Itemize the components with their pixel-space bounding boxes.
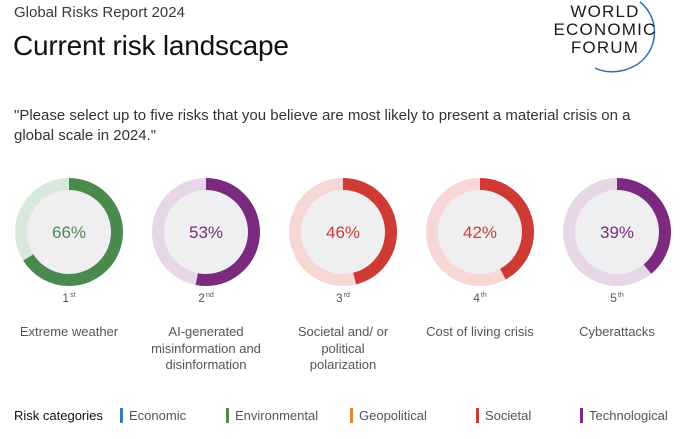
- report-label: Global Risks Report 2024: [14, 4, 185, 21]
- legend-item-geopolitical: Geopolitical: [350, 408, 427, 423]
- legend-swatch: [350, 408, 353, 423]
- donut-value-arc: [289, 178, 397, 286]
- rank-number: 2: [198, 291, 205, 305]
- donut-value-arc: [15, 178, 123, 286]
- risk-name: Societal and/ or political polarization: [297, 324, 389, 372]
- donut-1: 66%: [15, 178, 123, 286]
- legend-item-economic: Economic: [120, 408, 186, 423]
- legend-swatch: [580, 408, 583, 423]
- legend-label: Geopolitical: [359, 408, 427, 423]
- donut-center: [575, 190, 659, 274]
- page-title: Current risk landscape: [13, 30, 289, 61]
- legend-label: Economic: [129, 408, 187, 423]
- donut-center: [301, 190, 385, 274]
- wef-logo: WORLD ECONOMIC FORUM: [545, 0, 665, 80]
- legend-label: Societal: [485, 408, 532, 423]
- rank-label: 4th: [460, 291, 500, 305]
- donut-4: 42%: [426, 178, 534, 286]
- risk-name: Cyberattacks: [579, 324, 655, 339]
- donut-value-label: 66%: [52, 223, 86, 242]
- legend-item-environmental: Environmental: [226, 408, 318, 423]
- legend-label: Environmental: [235, 408, 319, 423]
- logo-line-3: FORUM: [570, 38, 640, 57]
- rank-number: 3: [336, 291, 343, 305]
- donut-center: [164, 190, 248, 274]
- logo-line-1: WORLD: [570, 2, 640, 21]
- risk-name: AI-generated misinformation and disinfor…: [151, 324, 261, 372]
- legend-title: Risk categories: [14, 408, 103, 423]
- donut-2: 53%: [152, 178, 260, 286]
- rank-number: 1: [62, 291, 70, 305]
- rank-suffix: st: [70, 292, 76, 299]
- rank-label: 5th: [597, 291, 637, 305]
- logo-arc-icon: [594, 1, 656, 73]
- rank-label: 1st: [49, 291, 89, 305]
- legend-swatch: [476, 408, 479, 423]
- legend-label: Technological: [589, 408, 668, 423]
- risk-name: Extreme weather: [19, 324, 119, 339]
- donut-value-arc: [152, 178, 260, 286]
- donut-value-label: 53%: [189, 223, 223, 242]
- survey-question: "Please select up to five risks that you…: [14, 107, 631, 144]
- rank-suffix: th: [617, 292, 624, 299]
- rank-suffix: nd: [205, 292, 214, 299]
- donut-value-arc: [563, 178, 671, 286]
- donut-center: [27, 190, 111, 274]
- rank-label: 2nd: [186, 291, 226, 305]
- donut-center: [438, 190, 522, 274]
- legend-item-technological: Technological: [580, 408, 668, 423]
- donut-value-label: 42%: [463, 223, 497, 242]
- rank-number: 5: [610, 291, 617, 305]
- legend-swatch: [120, 408, 123, 423]
- rank-suffix: rd: [343, 292, 350, 299]
- donut-3: 46%: [289, 178, 397, 286]
- risk-name: Cost of living crisis: [426, 324, 534, 339]
- logo-line-2: ECONOMIC: [553, 20, 657, 39]
- rank-label: 3rd: [323, 291, 363, 305]
- donut-5: 39%: [563, 178, 671, 286]
- donut-value-arc: [426, 178, 534, 286]
- legend: Risk categories Economic Environmental Geo…: [14, 408, 694, 426]
- legend-swatch: [226, 408, 229, 423]
- rank-suffix: th: [480, 292, 487, 299]
- legend-item-societal: Societal: [476, 408, 531, 423]
- donut-chart: 66% 53% 46% 42% 39%: [15, 178, 671, 286]
- donut-value-label: 46%: [326, 223, 360, 242]
- rank-number: 4: [473, 291, 480, 305]
- donut-value-label: 39%: [600, 223, 634, 242]
